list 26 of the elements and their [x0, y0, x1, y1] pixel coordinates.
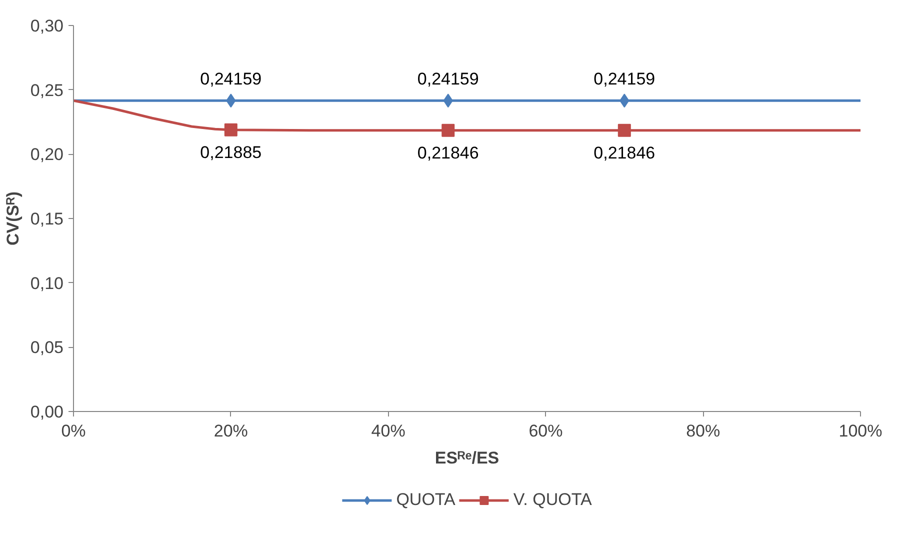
y-tick-label: 0,05	[30, 338, 64, 358]
data-label: 0,24159	[594, 70, 656, 89]
point	[224, 123, 238, 136]
y-tick-label: 0,00	[30, 402, 64, 422]
x-tick-label: 60%	[528, 422, 563, 440]
y-tick-label: 0,30	[30, 16, 64, 36]
data-label: 0,24159	[417, 70, 479, 89]
x-tick-label: 0%	[61, 422, 86, 440]
y-axis-title: CV(Sᴿ)	[3, 191, 22, 246]
data-label: 0,21846	[417, 143, 479, 162]
data-label: 0,24159	[200, 70, 262, 89]
x-axis-title: ESᴿᵉ/ES	[434, 448, 500, 468]
x-tick-label: 40%	[371, 422, 406, 440]
x-tick-label: 80%	[686, 422, 720, 440]
legend-label: V. QUOTA	[513, 490, 592, 510]
data-label: 0,21885	[200, 142, 262, 162]
point	[618, 124, 631, 137]
y-tick-label: 0,25	[30, 80, 64, 100]
point	[442, 124, 455, 137]
y-tick-label: 0,15	[30, 210, 64, 228]
y-tick-label: 0,10	[30, 274, 64, 293]
data-label: 0,21846	[594, 143, 656, 162]
legend-label: QUOTA	[396, 490, 456, 510]
x-tick-label: 100%	[838, 422, 882, 440]
y-tick-label: 0,20	[30, 145, 64, 164]
x-tick-label: 20%	[214, 422, 248, 440]
